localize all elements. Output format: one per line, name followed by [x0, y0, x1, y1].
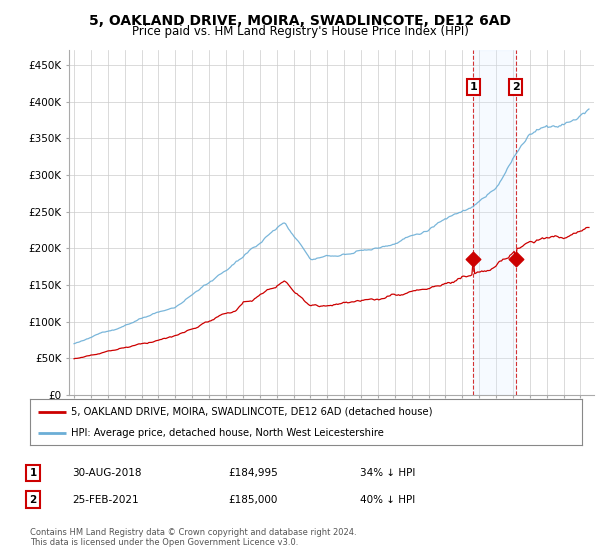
Point — [511, 255, 520, 264]
Text: £184,995: £184,995 — [228, 468, 278, 478]
Text: 1: 1 — [470, 82, 478, 92]
Text: 30-AUG-2018: 30-AUG-2018 — [72, 468, 142, 478]
Text: 2: 2 — [29, 494, 37, 505]
Text: £185,000: £185,000 — [228, 494, 277, 505]
Text: 25-FEB-2021: 25-FEB-2021 — [72, 494, 139, 505]
Bar — [473, 50, 515, 395]
Text: 1: 1 — [29, 468, 37, 478]
Text: 40% ↓ HPI: 40% ↓ HPI — [360, 494, 415, 505]
Point — [469, 255, 478, 264]
Text: 2: 2 — [512, 82, 520, 92]
Text: Price paid vs. HM Land Registry's House Price Index (HPI): Price paid vs. HM Land Registry's House … — [131, 25, 469, 38]
Text: Contains HM Land Registry data © Crown copyright and database right 2024.
This d: Contains HM Land Registry data © Crown c… — [30, 528, 356, 547]
Text: 5, OAKLAND DRIVE, MOIRA, SWADLINCOTE, DE12 6AD: 5, OAKLAND DRIVE, MOIRA, SWADLINCOTE, DE… — [89, 14, 511, 28]
Text: 34% ↓ HPI: 34% ↓ HPI — [360, 468, 415, 478]
Text: HPI: Average price, detached house, North West Leicestershire: HPI: Average price, detached house, Nort… — [71, 428, 384, 438]
Text: 5, OAKLAND DRIVE, MOIRA, SWADLINCOTE, DE12 6AD (detached house): 5, OAKLAND DRIVE, MOIRA, SWADLINCOTE, DE… — [71, 407, 433, 417]
